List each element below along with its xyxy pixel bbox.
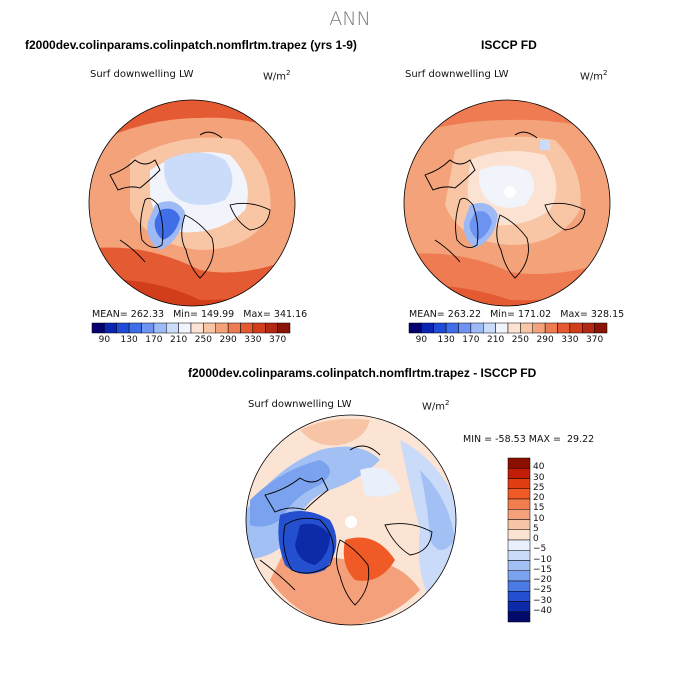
obs-units-label: W/m2: [580, 69, 608, 83]
colorbar-tick-label: 290: [536, 335, 554, 345]
colorbar-tick-label: 330: [561, 335, 579, 345]
page-title: ANN: [329, 8, 371, 30]
colorbar-tick-label: 250: [194, 335, 212, 345]
colorbar-swatch: [507, 570, 531, 582]
diff-panel-title: f2000dev.colinparams.colinpatch.nomflrtm…: [188, 366, 537, 380]
colorbar-tick-label: −5: [533, 544, 547, 555]
colorbar-swatch: [594, 322, 608, 334]
diff-field-label: Surf downwelling LW: [248, 399, 352, 410]
colorbar-swatch: [507, 457, 531, 469]
colorbar-tick-label: 15: [533, 503, 545, 514]
colorbar-swatch: [507, 601, 531, 612]
obs-field-label: Surf downwelling LW: [405, 69, 509, 80]
model-field-label: Surf downwelling LW: [90, 69, 194, 80]
colorbar-tick-label: 210: [487, 335, 505, 345]
colorbar-tick-label: 250: [511, 335, 529, 345]
colorbar-tick-label: −30: [533, 595, 552, 606]
colorbar-tick-label: 5: [533, 523, 539, 534]
obs-stats: MEAN= 263.22 Min= 171.02 Max= 328.15: [409, 309, 625, 320]
colorbar-tick-label: 210: [170, 335, 188, 345]
colorbar-tick-label: 25: [533, 482, 545, 493]
colorbar-swatch: [507, 611, 531, 623]
colorbar-swatch: [507, 498, 531, 510]
colorbar-tick-label: −10: [533, 554, 552, 565]
colorbar-tick-label: −20: [533, 575, 552, 585]
model-panel-title: f2000dev.colinparams.colinpatch.nomflrtm…: [25, 38, 357, 52]
colorbar-tick-label: 90: [98, 335, 111, 345]
colorbar-swatch: [507, 478, 531, 489]
model-stats: MEAN= 262.33 Min= 149.99 Max= 341.16: [92, 309, 308, 320]
colorbar-swatch: [507, 539, 531, 551]
colorbar-tick-label: −15: [533, 564, 552, 575]
colorbar-swatch: [507, 468, 531, 479]
colorbar-swatch: [507, 580, 531, 592]
diff-units-label: W/m2: [422, 399, 450, 413]
colorbar-swatch: [507, 488, 531, 500]
colorbar-tick-label: 10: [533, 513, 545, 524]
colorbar-swatch: [507, 550, 531, 561]
colorbar-tick-label: 90: [415, 335, 428, 345]
colorbar-swatch: [507, 560, 531, 571]
colorbar-tick-label: 20: [533, 493, 545, 503]
colorbar-tick-label: 40: [533, 462, 545, 473]
colorbar-tick-label: −40: [533, 605, 552, 616]
colorbar-tick-label: 30: [533, 472, 545, 483]
model-units-label: W/m2: [263, 69, 291, 83]
colorbar-tick-label: 0: [533, 534, 539, 544]
colorbar-tick-label: 370: [269, 335, 287, 345]
colorbar-tick-label: 370: [586, 335, 604, 345]
diff-stats: MIN = -58.53 MAX = 29.22: [463, 434, 595, 445]
obs-panel-title: ISCCP FD: [481, 38, 537, 52]
colorbar-swatch: [507, 591, 531, 602]
colorbar-tick-label: 170: [145, 335, 163, 345]
colorbar-swatch: [507, 519, 531, 530]
colorbar-tick-label: 330: [244, 335, 262, 345]
colorbar-tick-label: 290: [219, 335, 237, 345]
colorbar-tick-label: 130: [120, 335, 138, 345]
colorbar-tick-label: 170: [462, 335, 480, 345]
colorbar-tick-label: 130: [437, 335, 455, 345]
colorbar-tick-label: −25: [533, 585, 552, 596]
colorbar-swatch: [507, 509, 531, 520]
colorbar-swatch: [507, 529, 531, 541]
colorbar-swatch: [277, 322, 291, 334]
